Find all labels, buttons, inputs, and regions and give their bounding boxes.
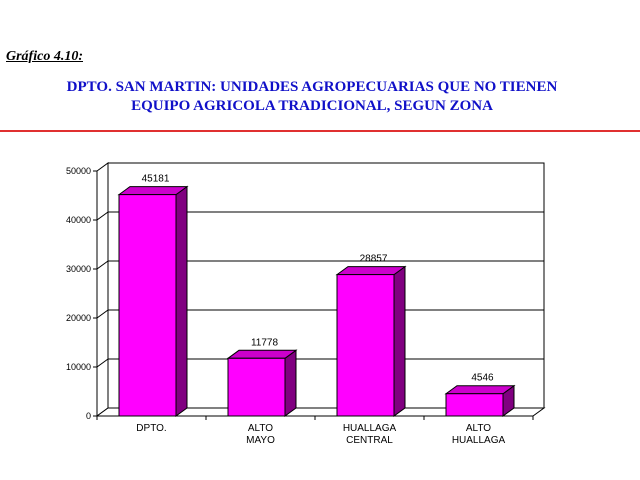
data-label: 4546 [471, 373, 494, 384]
data-label: 11778 [251, 337, 279, 348]
data-label: 45181 [142, 174, 170, 185]
y-tick-label: 50000 [66, 166, 91, 176]
bar-side [393, 265, 406, 417]
gridline-side [96, 309, 109, 319]
plot-side-wall [96, 162, 109, 417]
bar-top [335, 266, 407, 276]
chart-title-line-1: DPTO. SAN MARTIN: UNIDADES AGROPECUARIAS… [66, 79, 558, 95]
x-tick-label-line: MAYO [246, 435, 275, 446]
y-tick-label: 20000 [66, 313, 91, 323]
y-tick-label: 10000 [66, 362, 91, 372]
chart-title: DPTO. SAN MARTIN: UNIDADES AGROPECUARIAS… [0, 78, 624, 116]
figure-label: Gráfico 4.10: [6, 49, 83, 64]
y-tick-label: 30000 [66, 264, 91, 274]
bar [336, 274, 395, 417]
gridline-side [96, 211, 109, 221]
x-tick-label: ALTO MAYO [246, 423, 275, 446]
data-label: 28857 [360, 254, 388, 265]
bar [445, 393, 504, 417]
x-tick-label: DPTO. [136, 423, 166, 434]
y-tick-label: 40000 [66, 215, 91, 225]
gridline-side [96, 260, 109, 270]
title-divider [0, 130, 640, 132]
gridline-side [96, 358, 109, 368]
x-tick-label-line: CENTRAL [346, 435, 393, 446]
x-tick-label: HUALLAGA CENTRAL [343, 423, 397, 446]
bar-top [226, 349, 298, 359]
x-tick-label-line: DPTO. [136, 423, 166, 434]
x-tick-label-line: ALTO [466, 423, 491, 434]
x-tick-label: ALTO HUALLAGA [452, 423, 506, 446]
chart-title-line-2: EQUIPO AGRICOLA TRADICIONAL, SEGUN ZONA [131, 98, 493, 114]
x-tick-label-line: HUALLAGA [343, 423, 397, 434]
bar [118, 194, 177, 417]
bar-side [175, 185, 188, 417]
y-tick-label: 0 [86, 411, 91, 421]
x-tick-label-line: ALTO [248, 423, 273, 434]
bar-side [284, 349, 297, 417]
bar [227, 357, 286, 417]
bar-top [117, 186, 189, 196]
x-tick-label-line: HUALLAGA [452, 435, 506, 446]
bar-top [444, 385, 516, 395]
